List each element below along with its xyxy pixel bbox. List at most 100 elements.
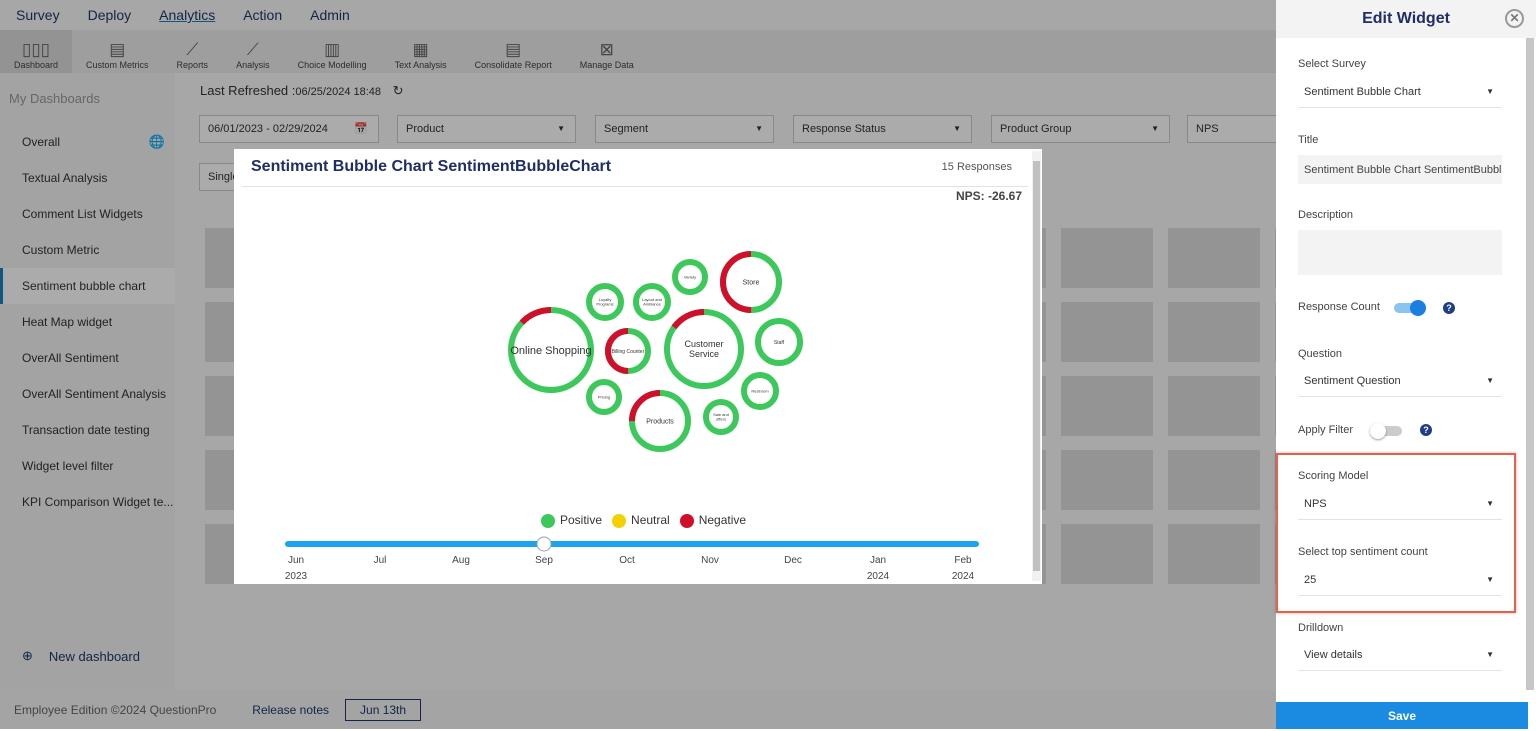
select-survey-dropdown[interactable]: Sentiment Bubble Chart ▼ — [1298, 78, 1502, 108]
sidebar-item[interactable]: Comment List Widgets — [22, 207, 143, 221]
product-filter[interactable]: Product ▼ — [397, 115, 576, 143]
bubble-label: Staff — [774, 340, 785, 346]
bubble-label: Customer Service — [684, 339, 723, 359]
version-button[interactable]: Jun 13th — [345, 698, 422, 721]
bubble[interactable]: Online Shopping — [508, 307, 594, 393]
legend-positive[interactable]: Positive — [541, 513, 602, 528]
bubble[interactable]: Sale and offers — [703, 399, 739, 435]
dropdown-value: 25 — [1304, 574, 1317, 586]
sidebar: My Dashboards Overall 🌐 Textual Analysis … — [0, 73, 175, 690]
bubble[interactable]: Billing Counter — [605, 328, 651, 374]
bubble[interactable]: Variety — [672, 259, 708, 295]
scoring-model-dropdown[interactable]: NPS ▼ — [1298, 490, 1502, 520]
release-notes-link[interactable]: Release notes — [252, 702, 330, 717]
subnav-label: Choice Modelling — [297, 60, 367, 70]
question-label: Question — [1298, 348, 1343, 360]
sidebar-item[interactable]: Transaction date testing — [22, 423, 150, 437]
subnav-label: Text Analysis — [394, 60, 447, 70]
timeline-year-label: 2023 — [285, 571, 308, 582]
bubble-label: Restroom — [751, 388, 769, 393]
new-dashboard-button[interactable]: ⊕ New dashboard — [22, 648, 140, 664]
widget-scrollbar[interactable] — [1032, 151, 1041, 581]
placeholder-tile — [1168, 228, 1260, 288]
widget-title: Sentiment Bubble Chart SentimentBubbleCh… — [251, 158, 612, 175]
bubble-negative-arc — [720, 251, 782, 313]
bubble[interactable]: Restroom — [741, 372, 779, 410]
bubble[interactable]: Products — [629, 390, 691, 452]
legend-label: Positive — [560, 513, 603, 527]
nav-deploy[interactable]: Deploy — [87, 7, 132, 23]
scroll-thumb[interactable] — [1033, 161, 1040, 571]
filter-label: NPS — [1196, 123, 1219, 135]
subnav-consolidate-report[interactable]: ▤ Consolidate Report — [461, 30, 566, 73]
line-chart-icon: ⟋ — [186, 40, 199, 59]
product-group-filter[interactable]: Product Group ▼ — [991, 115, 1170, 143]
legend-neutral[interactable]: Neutral — [612, 513, 670, 528]
sidebar-item[interactable]: Textual Analysis — [22, 171, 108, 185]
refresh-icon[interactable]: ↻ — [392, 83, 404, 98]
title-input[interactable]: Sentiment Bubble Chart SentimentBubbleCh… — [1298, 155, 1502, 184]
sidebar-item[interactable]: Widget level filter — [22, 459, 114, 473]
subnav-reports[interactable]: ⟋ Reports — [163, 30, 223, 73]
subnav-dashboard[interactable]: ▯▯▯ Dashboard — [0, 30, 73, 73]
subnav-manage-data[interactable]: ⊠ Manage Data — [566, 30, 648, 73]
edition-text: Employee Edition ©2024 QuestionPro — [14, 702, 217, 717]
apply-filter-toggle[interactable] — [1370, 423, 1402, 439]
sidebar-item[interactable]: Custom Metric — [22, 243, 100, 257]
save-button[interactable]: Save — [1276, 702, 1528, 729]
subnav-label: Reports — [176, 60, 209, 70]
bubble[interactable]: Store — [720, 251, 782, 313]
subnav-custom-metrics[interactable]: ▤ Custom Metrics — [72, 30, 163, 73]
response-count-toggle[interactable] — [1394, 300, 1426, 316]
help-icon[interactable]: ? — [1443, 302, 1455, 314]
bubble-label: Variety — [684, 274, 696, 279]
timeline-slider-handle[interactable] — [536, 536, 552, 552]
bar-chart-icon: ▯▯▯ — [21, 40, 51, 59]
nav-admin[interactable]: Admin — [310, 7, 350, 23]
bubble[interactable]: Customer Service — [664, 309, 744, 389]
description-textarea[interactable] — [1298, 230, 1502, 275]
caret-down-icon: ▼ — [1486, 575, 1494, 584]
placeholder-tile — [1061, 376, 1153, 436]
close-icon[interactable]: ✕ — [1505, 9, 1524, 28]
apply-filter-label: Apply Filter — [1298, 424, 1354, 436]
response-status-filter[interactable]: Response Status ▼ — [793, 115, 972, 143]
bubble-negative-arc — [629, 390, 691, 452]
sidebar-item[interactable]: OverAll Sentiment — [22, 351, 119, 365]
timeline-tick-label: Nov — [701, 555, 719, 566]
refresh-label: Last Refreshed : — [200, 83, 296, 98]
subnav-text-analysis[interactable]: ▦ Text Analysis — [381, 30, 461, 73]
sidebar-item[interactable]: Overall 🌐 — [0, 124, 175, 160]
nav-survey[interactable]: Survey — [16, 7, 60, 23]
sidebar-item-selected[interactable]: Sentiment bubble chart — [0, 268, 175, 304]
nav-action[interactable]: Action — [243, 7, 283, 23]
help-icon[interactable]: ? — [1420, 424, 1432, 436]
timeline-tick-label: Jul — [374, 555, 387, 566]
date-range-filter[interactable]: 06/01/2023 - 02/29/2024 📅 — [199, 115, 379, 143]
segment-filter[interactable]: Segment ▼ — [595, 115, 774, 143]
dropdown-value: View details — [1304, 649, 1363, 661]
bubble[interactable]: Layout and Ambiance — [633, 283, 671, 321]
panel-scrollbar[interactable] — [1526, 38, 1534, 690]
bubble-label: Layout and Ambiance — [642, 297, 662, 306]
globe-icon: 🌐 — [148, 134, 165, 149]
choice-chart-icon: ▥ — [324, 40, 341, 59]
legend: Positive Neutral Negative — [541, 513, 746, 528]
sidebar-item[interactable]: Heat Map widget — [22, 315, 113, 329]
placeholder-tile — [1168, 376, 1260, 436]
subnav-analysis[interactable]: ⟋ Analysis — [222, 30, 284, 73]
drilldown-dropdown[interactable]: View details ▼ — [1298, 641, 1502, 671]
bubble[interactable]: Staff — [755, 318, 803, 366]
legend-negative[interactable]: Negative — [679, 513, 746, 528]
bubble-label: Loyalty Programs — [596, 297, 613, 306]
subnav-choice-modelling[interactable]: ▥ Choice Modelling — [284, 30, 381, 73]
new-dashboard-label: New dashboard — [48, 648, 140, 664]
sidebar-item[interactable]: KPI Comparison Widget te... — [22, 495, 174, 509]
nav-analytics[interactable]: Analytics — [159, 7, 216, 23]
question-dropdown[interactable]: Sentiment Question ▼ — [1298, 367, 1502, 397]
top-count-dropdown[interactable]: 25 ▼ — [1298, 566, 1502, 596]
bubble[interactable]: Pricing — [586, 379, 622, 415]
sidebar-item[interactable]: OverAll Sentiment Analysis — [22, 387, 167, 401]
bubble[interactable]: Loyalty Programs — [586, 283, 624, 321]
timeline-tick-label: Oct — [619, 555, 635, 566]
